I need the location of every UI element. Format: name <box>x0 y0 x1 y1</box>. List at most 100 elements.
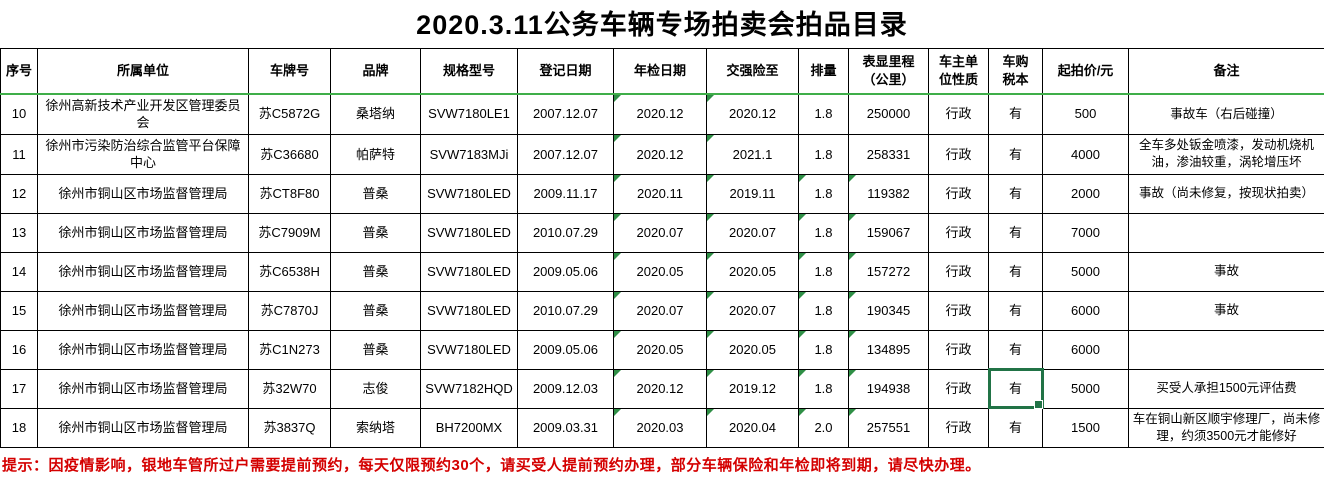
cell-remark[interactable] <box>1128 212 1324 253</box>
cell-remark[interactable]: 买受人承担1500元评估费 <box>1128 368 1324 409</box>
cell-start-price[interactable]: 2000 <box>1042 173 1129 214</box>
cell-plate[interactable]: 苏32W70 <box>248 368 331 409</box>
cell-insurance-until[interactable]: 2020.07 <box>706 212 799 253</box>
cell-reg-date[interactable]: 2009.05.06 <box>517 329 614 370</box>
cell-reg-date[interactable]: 2007.12.07 <box>517 133 614 175</box>
cell-mileage[interactable]: 250000 <box>848 92 929 135</box>
column-header-index[interactable]: 序号 <box>0 47 38 95</box>
cell-index[interactable]: 14 <box>0 251 38 292</box>
cell-owner-type[interactable]: 行政 <box>928 368 989 409</box>
cell-inspection-date[interactable]: 2020.12 <box>613 133 707 175</box>
cell-model[interactable]: SVW7183MJi <box>420 133 518 175</box>
cell-brand[interactable]: 普桑 <box>330 212 421 253</box>
cell-owner-type[interactable]: 行政 <box>928 133 989 175</box>
cell-mileage[interactable]: 159067 <box>848 212 929 253</box>
column-header-mileage[interactable]: 表显里程 （公里） <box>848 47 929 95</box>
cell-displacement[interactable]: 1.8 <box>798 212 849 253</box>
cell-remark[interactable]: 事故车（右后碰撞） <box>1128 92 1324 135</box>
cell-brand[interactable]: 普桑 <box>330 173 421 214</box>
cell-index[interactable]: 12 <box>0 173 38 214</box>
cell-plate[interactable]: 苏C1N273 <box>248 329 331 370</box>
cell-reg-date[interactable]: 2010.07.29 <box>517 290 614 331</box>
cell-unit[interactable]: 徐州高新技术产业开发区管理委员会 <box>37 92 249 135</box>
cell-index[interactable]: 15 <box>0 290 38 331</box>
cell-start-price[interactable]: 4000 <box>1042 133 1129 175</box>
cell-displacement[interactable]: 1.8 <box>798 329 849 370</box>
cell-inspection-date[interactable]: 2020.07 <box>613 290 707 331</box>
cell-inspection-date[interactable]: 2020.05 <box>613 329 707 370</box>
cell-index[interactable]: 16 <box>0 329 38 370</box>
cell-index[interactable]: 10 <box>0 92 38 135</box>
cell-reg-date[interactable]: 2010.07.29 <box>517 212 614 253</box>
column-header-owner-type[interactable]: 车主单 位性质 <box>928 47 989 95</box>
column-header-reg-date[interactable]: 登记日期 <box>517 47 614 95</box>
cell-brand[interactable]: 普桑 <box>330 329 421 370</box>
cell-reg-date[interactable]: 2009.03.31 <box>517 407 614 448</box>
cell-mileage[interactable]: 257551 <box>848 407 929 448</box>
cell-owner-type[interactable]: 行政 <box>928 173 989 214</box>
cell-insurance-until[interactable]: 2019.12 <box>706 368 799 409</box>
cell-owner-type[interactable]: 行政 <box>928 251 989 292</box>
cell-insurance-until[interactable]: 2020.05 <box>706 251 799 292</box>
cell-mileage[interactable]: 119382 <box>848 173 929 214</box>
cell-model[interactable]: SVW7180LED <box>420 173 518 214</box>
cell-index[interactable]: 17 <box>0 368 38 409</box>
cell-unit[interactable]: 徐州市铜山区市场监督管理局 <box>37 290 249 331</box>
cell-remark[interactable]: 事故（尚未修复，按现状拍卖） <box>1128 173 1324 214</box>
column-header-start-price[interactable]: 起拍价/元 <box>1042 47 1129 95</box>
cell-unit[interactable]: 徐州市铜山区市场监督管理局 <box>37 173 249 214</box>
cell-tax-book[interactable]: 有 <box>988 212 1043 253</box>
cell-brand[interactable]: 桑塔纳 <box>330 92 421 135</box>
cell-start-price[interactable]: 1500 <box>1042 407 1129 448</box>
cell-remark[interactable]: 车在铜山新区顺宇修理厂，尚未修理，约须3500元才能修好 <box>1128 407 1324 448</box>
column-header-unit[interactable]: 所属单位 <box>37 47 249 95</box>
cell-brand[interactable]: 普桑 <box>330 290 421 331</box>
cell-tax-book[interactable]: 有 <box>988 251 1043 292</box>
selection-fill-handle[interactable] <box>1034 399 1043 409</box>
cell-insurance-until[interactable]: 2021.1 <box>706 133 799 175</box>
column-header-displacement[interactable]: 排量 <box>798 47 849 95</box>
cell-plate[interactable]: 苏CT8F80 <box>248 173 331 214</box>
cell-displacement[interactable]: 1.8 <box>798 368 849 409</box>
cell-reg-date[interactable]: 2007.12.07 <box>517 92 614 135</box>
cell-owner-type[interactable]: 行政 <box>928 407 989 448</box>
cell-plate[interactable]: 苏C7870J <box>248 290 331 331</box>
cell-tax-book[interactable]: 有 <box>988 290 1043 331</box>
cell-index[interactable]: 11 <box>0 133 38 175</box>
cell-displacement[interactable]: 1.8 <box>798 251 849 292</box>
column-header-brand[interactable]: 品牌 <box>330 47 421 95</box>
cell-displacement[interactable]: 1.8 <box>798 133 849 175</box>
cell-tax-book[interactable]: 有 <box>988 329 1043 370</box>
cell-displacement[interactable]: 1.8 <box>798 92 849 135</box>
cell-mileage[interactable]: 157272 <box>848 251 929 292</box>
cell-tax-book[interactable]: 有 <box>988 407 1043 448</box>
cell-unit[interactable]: 徐州市铜山区市场监督管理局 <box>37 368 249 409</box>
cell-model[interactable]: SVW7180LED <box>420 290 518 331</box>
cell-model[interactable]: BH7200MX <box>420 407 518 448</box>
cell-brand[interactable]: 志俊 <box>330 368 421 409</box>
cell-plate[interactable]: 苏C5872G <box>248 92 331 135</box>
column-header-model[interactable]: 规格型号 <box>420 47 518 95</box>
cell-unit[interactable]: 徐州市铜山区市场监督管理局 <box>37 407 249 448</box>
cell-displacement[interactable]: 1.8 <box>798 290 849 331</box>
cell-displacement[interactable]: 2.0 <box>798 407 849 448</box>
cell-insurance-until[interactable]: 2020.05 <box>706 329 799 370</box>
cell-plate[interactable]: 苏C7909M <box>248 212 331 253</box>
cell-insurance-until[interactable]: 2020.07 <box>706 290 799 331</box>
cell-tax-book[interactable]: 有 <box>987 368 1044 410</box>
cell-remark[interactable]: 事故 <box>1128 251 1324 292</box>
cell-unit[interactable]: 徐州市污染防治综合监管平台保障中心 <box>37 133 249 175</box>
column-header-insurance-until[interactable]: 交强险至 <box>706 47 799 95</box>
cell-tax-book[interactable]: 有 <box>988 173 1043 214</box>
cell-reg-date[interactable]: 2009.11.17 <box>517 173 614 214</box>
cell-index[interactable]: 18 <box>0 407 38 448</box>
cell-plate[interactable]: 苏C6538H <box>248 251 331 292</box>
cell-inspection-date[interactable]: 2020.12 <box>613 92 707 135</box>
cell-tax-book[interactable]: 有 <box>988 133 1043 175</box>
cell-inspection-date[interactable]: 2020.12 <box>613 368 707 409</box>
cell-mileage[interactable]: 258331 <box>848 133 929 175</box>
cell-remark[interactable]: 全车多处钣金喷漆，发动机烧机油，渗油较重，涡轮增压坏 <box>1128 133 1324 175</box>
cell-insurance-until[interactable]: 2020.12 <box>706 92 799 135</box>
cell-insurance-until[interactable]: 2020.04 <box>706 407 799 448</box>
column-header-remark[interactable]: 备注 <box>1128 47 1324 95</box>
